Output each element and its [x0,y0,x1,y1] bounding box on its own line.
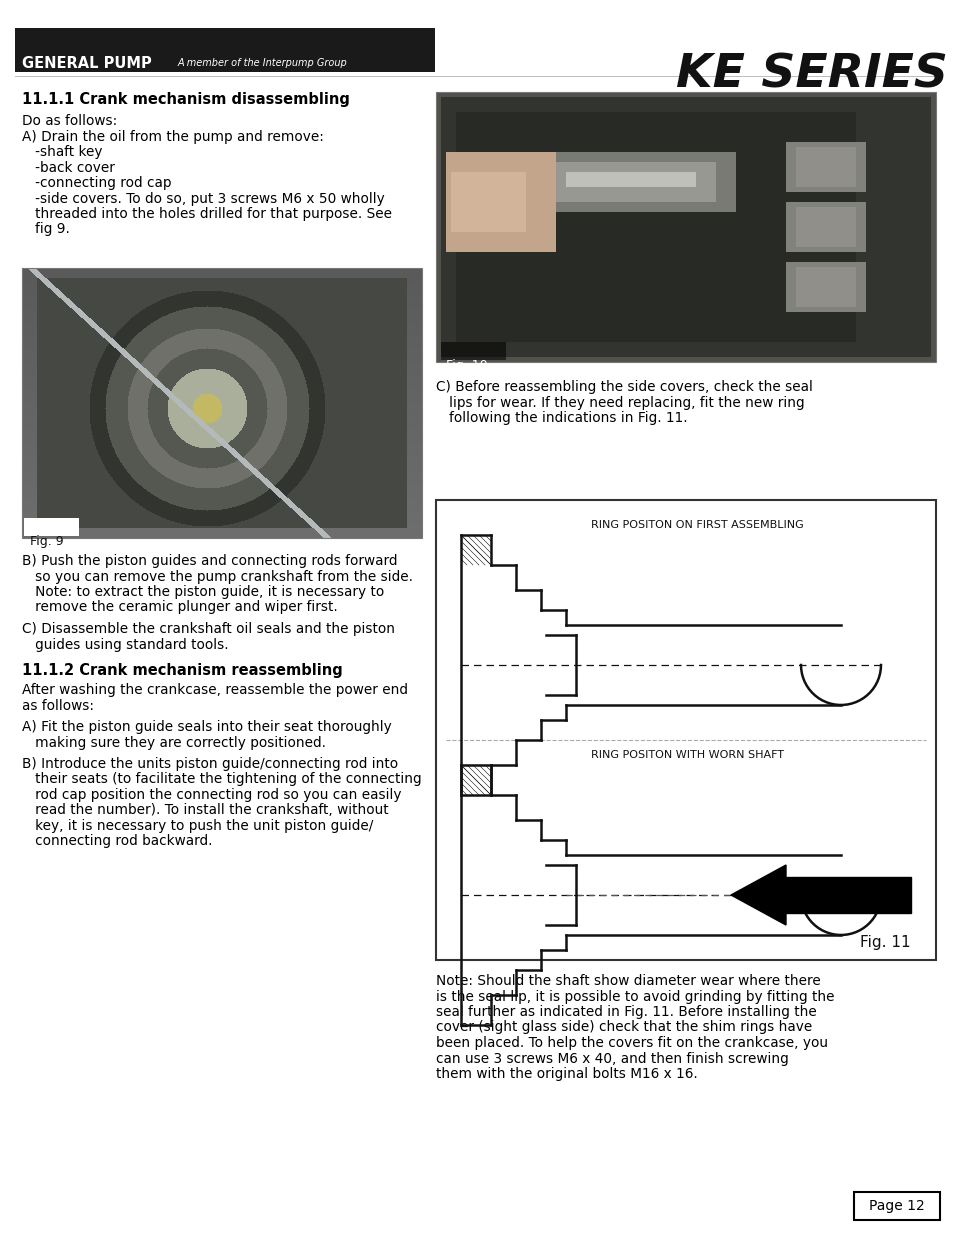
Text: so you can remove the pump crankshaft from the side.: so you can remove the pump crankshaft fr… [22,569,413,583]
Text: can use 3 screws M6 x 40, and then finish screwing: can use 3 screws M6 x 40, and then finis… [436,1051,788,1066]
Text: threaded into the holes drilled for that purpose. See: threaded into the holes drilled for that… [22,207,392,221]
Bar [15,28,435,72]
Text: B) Introduce the units piston guide/connecting rod into: B) Introduce the units piston guide/conn… [22,757,397,771]
Text: B) Push the piston guides and connecting rods forward: B) Push the piston guides and connecting… [22,555,397,568]
Text: KE SERIES: KE SERIES [676,52,947,98]
Text: RING POSITON WITH WORN SHAFT: RING POSITON WITH WORN SHAFT [590,750,783,760]
Text: connecting rod backward.: connecting rod backward. [22,835,213,848]
Text: as follows:: as follows: [22,699,94,713]
Text: been placed. To help the covers fit on the crankcase, you: been placed. To help the covers fit on t… [436,1036,827,1050]
Text: them with the original bolts M16 x 16.: them with the original bolts M16 x 16. [436,1067,697,1081]
Text: guides using standard tools.: guides using standard tools. [22,637,229,652]
Bar [436,500,935,960]
Text: GENERAL PUMP: GENERAL PUMP [22,56,152,70]
Bar [24,517,79,536]
Text: A member of the Interpump Group: A member of the Interpump Group [178,58,348,68]
Text: After washing the crankcase, reassemble the power end: After washing the crankcase, reassemble … [22,683,408,697]
Text: A) Fit the piston guide seals into their seat thoroughly: A) Fit the piston guide seals into their… [22,720,392,734]
Text: Page 12: Page 12 [868,1199,923,1213]
Text: Fig. 9: Fig. 9 [30,535,64,548]
Text: Note: Should the shaft show diameter wear where there: Note: Should the shaft show diameter wea… [436,974,820,988]
Text: A) Drain the oil from the pump and remove:: A) Drain the oil from the pump and remov… [22,130,323,143]
Polygon shape [730,864,785,925]
Bar [440,342,505,359]
Text: C) Disassemble the crankshaft oil seals and the piston: C) Disassemble the crankshaft oil seals … [22,622,395,636]
Text: Fig. 11: Fig. 11 [860,935,910,950]
Text: fig 9.: fig 9. [22,222,70,236]
Text: Do as follows:: Do as follows: [22,114,117,128]
Bar [22,268,421,538]
Text: 11.1.1 Crank mechanism disassembling: 11.1.1 Crank mechanism disassembling [22,91,350,107]
Bar [853,1192,939,1220]
Text: their seats (to facilitate the tightening of the connecting: their seats (to facilitate the tightenin… [22,773,421,787]
Text: following the indications in Fig. 11.: following the indications in Fig. 11. [436,411,687,425]
Text: key, it is necessary to push the unit piston guide/: key, it is necessary to push the unit pi… [22,819,373,832]
Text: -shaft key: -shaft key [22,144,102,159]
Text: Fig. 10: Fig. 10 [446,359,487,372]
Text: lips for wear. If they need replacing, fit the new ring: lips for wear. If they need replacing, f… [436,395,803,410]
Text: -side covers. To do so, put 3 screws M6 x 50 wholly: -side covers. To do so, put 3 screws M6 … [22,191,384,205]
Text: making sure they are correctly positioned.: making sure they are correctly positione… [22,736,326,750]
Text: read the number). To install the crankshaft, without: read the number). To install the cranksh… [22,804,388,818]
Text: -back cover: -back cover [22,161,114,174]
Bar [770,877,910,913]
Text: -connecting rod cap: -connecting rod cap [22,177,172,190]
Text: C) Before reassembling the side covers, check the seal: C) Before reassembling the side covers, … [436,380,812,394]
Text: remove the ceramic plunger and wiper first.: remove the ceramic plunger and wiper fir… [22,600,337,615]
Text: cover (sight glass side) check that the shim rings have: cover (sight glass side) check that the … [436,1020,811,1035]
Bar [436,91,935,362]
Text: Note: to extract the piston guide, it is necessary to: Note: to extract the piston guide, it is… [22,585,384,599]
Text: RING POSITON ON FIRST ASSEMBLING: RING POSITON ON FIRST ASSEMBLING [590,520,803,530]
Text: is the seal lip, it is possible to avoid grinding by fitting the: is the seal lip, it is possible to avoid… [436,989,834,1004]
Text: 11.1.2 Crank mechanism reassembling: 11.1.2 Crank mechanism reassembling [22,663,342,678]
Text: seal further as indicated in Fig. 11. Before installing the: seal further as indicated in Fig. 11. Be… [436,1005,816,1019]
Text: rod cap position the connecting rod so you can easily: rod cap position the connecting rod so y… [22,788,401,802]
